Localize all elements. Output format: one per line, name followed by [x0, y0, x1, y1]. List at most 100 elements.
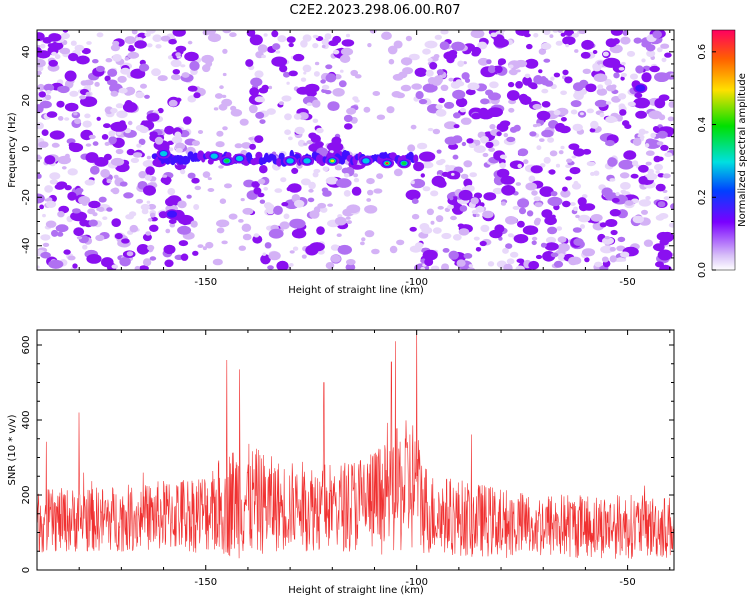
noise-blob	[529, 131, 537, 137]
noise-blob	[422, 83, 438, 93]
noise-blob	[219, 198, 227, 204]
noise-blob	[259, 199, 266, 204]
spectrogram-y-ticks: 40 20 0 -20 -40	[21, 39, 674, 271]
noise-blob	[303, 142, 308, 146]
noise-blob	[533, 219, 541, 226]
noise-blob	[257, 178, 266, 185]
isolated-blob	[635, 84, 646, 92]
noise-blob	[92, 141, 99, 146]
noise-blob	[136, 143, 142, 148]
noise-blob	[261, 84, 269, 91]
colorbar-label: Normalized spectral amplitude	[737, 73, 748, 227]
noise-blob	[477, 41, 488, 50]
noise-blob	[98, 196, 107, 203]
noise-blob	[543, 58, 551, 63]
noise-blob	[450, 215, 457, 221]
noise-blob	[579, 112, 584, 116]
noise-blob	[489, 124, 496, 130]
noise-blob	[44, 155, 56, 165]
noise-blob	[37, 265, 40, 269]
noise-blob	[505, 243, 513, 249]
noise-blob	[635, 110, 647, 119]
noise-blob	[657, 156, 664, 162]
noise-blob	[86, 254, 102, 264]
noise-blob	[121, 238, 130, 244]
noise-blob	[214, 93, 223, 99]
noise-blob	[528, 175, 536, 183]
noise-blob	[535, 254, 543, 260]
noise-blob	[501, 30, 506, 33]
noise-blob	[212, 258, 223, 266]
noise-blob	[633, 97, 650, 109]
noise-blob	[602, 237, 614, 245]
noise-blob	[78, 196, 91, 205]
noise-blob	[193, 204, 200, 210]
noise-blob	[327, 101, 340, 111]
noise-blob	[544, 80, 554, 87]
noise-blob	[107, 79, 118, 86]
noise-blob	[95, 234, 105, 242]
noise-blob	[564, 76, 573, 84]
noise-blob	[332, 88, 345, 97]
noise-blob	[627, 101, 636, 107]
noise-blob	[582, 203, 596, 211]
noise-blob	[94, 157, 109, 167]
noise-blob	[82, 120, 92, 128]
noise-blob	[619, 258, 627, 262]
noise-blob	[525, 182, 537, 191]
noise-blob	[578, 214, 591, 223]
noise-blob	[221, 98, 233, 107]
noise-blob	[164, 125, 175, 135]
noise-blob	[189, 60, 200, 71]
noise-blob	[130, 68, 146, 79]
noise-blob	[641, 58, 646, 63]
noise-blob	[147, 244, 155, 251]
noise-blob	[54, 54, 61, 60]
noise-blob	[605, 188, 613, 194]
noise-blob	[183, 116, 192, 125]
noise-blob	[73, 112, 78, 116]
noise-blob	[418, 98, 428, 105]
noise-blob	[457, 223, 465, 228]
noise-blob	[422, 186, 431, 192]
signal-peak	[210, 153, 218, 159]
noise-blob	[284, 113, 292, 121]
noise-blob	[581, 248, 596, 257]
noise-blob	[467, 267, 476, 270]
noise-blob	[144, 94, 150, 99]
noise-blob	[104, 75, 111, 82]
noise-blob	[241, 142, 252, 149]
noise-blob	[510, 251, 519, 258]
noise-blob	[645, 196, 651, 200]
noise-blob	[76, 55, 90, 65]
noise-blob	[562, 36, 576, 46]
noise-blob	[194, 185, 202, 191]
noise-blob	[309, 242, 325, 252]
noise-blob	[336, 233, 342, 237]
noise-blob	[645, 150, 655, 156]
noise-blob	[544, 242, 559, 251]
noise-blob	[261, 54, 266, 59]
noise-blob	[439, 158, 446, 164]
noise-blob	[37, 173, 42, 179]
noise-blob	[565, 43, 569, 48]
noise-blob	[471, 209, 479, 215]
noise-blob	[452, 135, 463, 144]
noise-blob	[434, 34, 442, 40]
noise-blob	[187, 40, 193, 45]
noise-blob	[667, 116, 674, 122]
noise-blob	[343, 173, 350, 178]
noise-blob	[37, 193, 45, 204]
noise-blob	[448, 250, 459, 260]
noise-blob	[373, 188, 383, 194]
colorbar-tick-label: 0.2	[697, 189, 708, 205]
noise-blob	[321, 38, 330, 46]
noise-blob	[441, 263, 449, 269]
noise-blob	[533, 196, 541, 202]
noise-blob	[473, 236, 480, 241]
noise-blob	[79, 95, 87, 100]
noise-blob	[250, 77, 263, 87]
noise-blob	[654, 98, 666, 109]
noise-blob	[42, 213, 46, 218]
